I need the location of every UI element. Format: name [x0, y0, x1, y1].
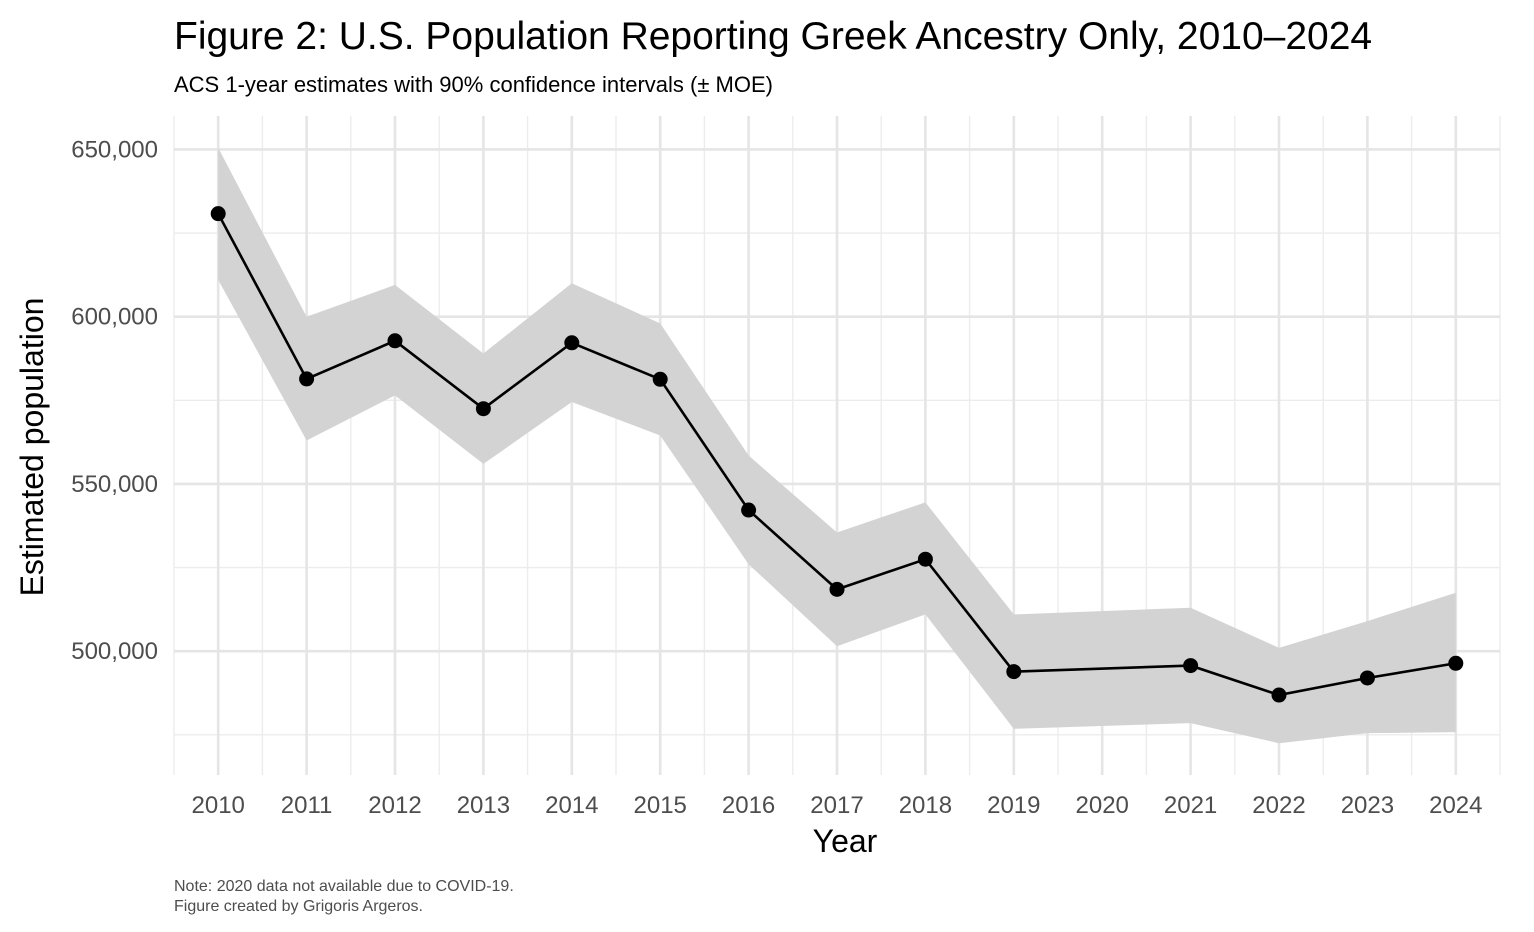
- caption-note: Note: 2020 data not available due to COV…: [174, 878, 514, 895]
- data-point: [299, 371, 315, 387]
- chart-subtitle: ACS 1-year estimates with 90% confidence…: [174, 72, 773, 97]
- x-axis-title: Year: [813, 823, 878, 859]
- x-tick-label: 2021: [1164, 792, 1217, 819]
- data-point: [741, 502, 757, 518]
- x-tick-label: 2016: [722, 792, 775, 819]
- data-point: [387, 333, 403, 349]
- y-tick-label: 600,000: [71, 304, 158, 331]
- data-point: [210, 206, 226, 222]
- x-tick-label: 2010: [192, 792, 245, 819]
- data-point: [1271, 687, 1287, 703]
- data-point: [475, 401, 491, 417]
- x-tick-label: 2020: [1076, 792, 1129, 819]
- y-tick-label: 650,000: [71, 136, 158, 163]
- caption-credit: Figure created by Grigoris Argeros.: [174, 898, 423, 915]
- data-point: [1006, 664, 1022, 680]
- y-tick-label: 500,000: [71, 638, 158, 665]
- data-point: [1183, 658, 1199, 674]
- x-tick-label: 2022: [1252, 792, 1305, 819]
- series-line: [217, 213, 1457, 697]
- data-point: [652, 371, 668, 387]
- x-tick-label: 2015: [634, 792, 687, 819]
- data-point: [829, 581, 845, 597]
- x-tick-label: 2011: [281, 792, 333, 819]
- x-tick-label: 2023: [1341, 792, 1394, 819]
- x-tick-label: 2017: [810, 792, 863, 819]
- x-tick-label: 2012: [368, 792, 421, 819]
- y-tick-label: 550,000: [71, 471, 158, 498]
- x-axis-ticks: 2010 2011 2012 2013 2014 2015 2016 2017 2018 2019…: [192, 792, 1483, 819]
- data-point: [1448, 655, 1464, 671]
- data-point: [917, 551, 933, 567]
- x-tick-label: 2018: [899, 792, 952, 819]
- chart-title: Figure 2: U.S. Population Reporting Gree…: [174, 15, 1372, 58]
- x-tick-label: 2014: [545, 792, 598, 819]
- y-axis-title: Estimated population: [14, 298, 50, 597]
- y-axis-ticks: 500,000 550,000 600,000 650,000: [71, 136, 158, 665]
- series-line-layer: [217, 213, 1457, 697]
- data-points: [210, 206, 1464, 703]
- x-tick-label: 2013: [457, 792, 510, 819]
- data-point: [564, 335, 580, 351]
- x-tick-label: 2024: [1429, 792, 1482, 819]
- x-tick-label: 2019: [987, 792, 1040, 819]
- data-point: [1359, 670, 1375, 686]
